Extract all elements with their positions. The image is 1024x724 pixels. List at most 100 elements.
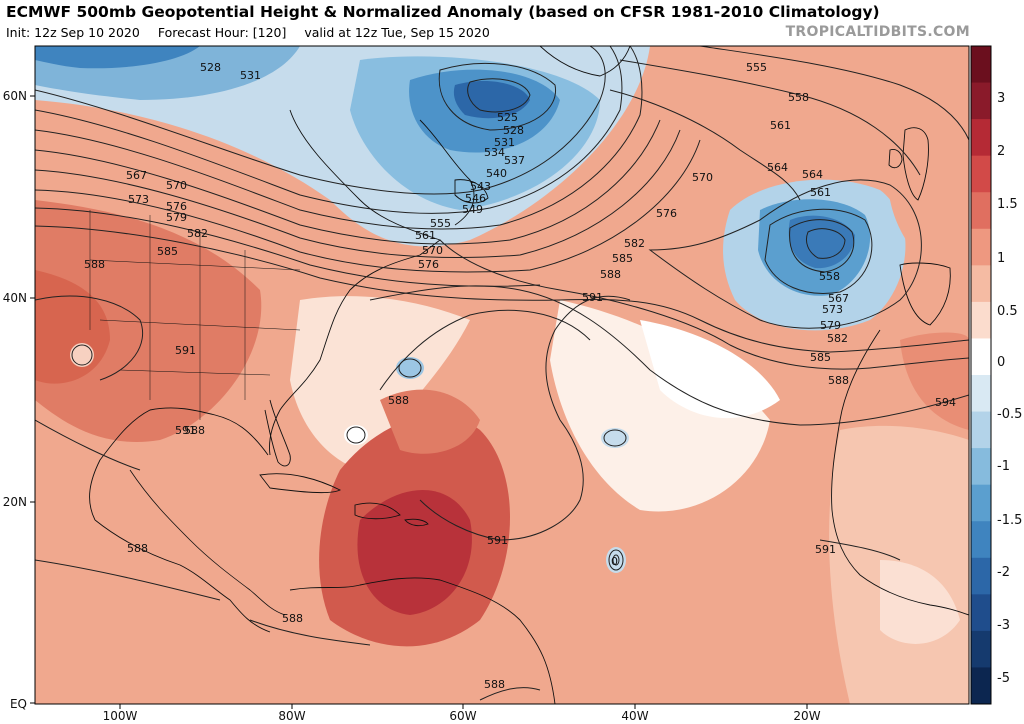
colorbar-segment [971, 228, 991, 266]
contour-label: 579 [820, 319, 841, 332]
colorbar [970, 45, 992, 705]
colorbar-label: 1 [997, 251, 1005, 266]
lat-tick-label: EQ [10, 697, 27, 711]
contour-label: 567 [828, 292, 849, 305]
colorbar-segment [971, 82, 991, 120]
map-field: 528 531 525 528 531 534 537 540 543 546 … [35, 46, 969, 704]
lon-tick-label: 100W [103, 709, 138, 723]
contour-label: 531 [240, 69, 261, 82]
colorbar-segment [971, 484, 991, 522]
contour-label: 576 [656, 207, 677, 220]
contour-label: 570 [166, 179, 187, 192]
contour-label: 573 [822, 303, 843, 316]
contour-label: 561 [770, 119, 791, 132]
height-contours [35, 46, 969, 701]
contour-label: 588 [484, 678, 505, 691]
contour-label: 528 [200, 61, 221, 74]
contour-label: 543 [470, 180, 491, 193]
colorbar-segment [971, 192, 991, 230]
contour-label: 555 [746, 61, 767, 74]
lon-tick-label: 60W [449, 709, 476, 723]
lat-tick-label: 40N [3, 291, 27, 305]
contour-label: 594 [935, 396, 956, 409]
contour-label: 531 [494, 136, 515, 149]
lat-tick-label: 20N [3, 495, 27, 509]
contour-label: 546 [465, 192, 486, 205]
contour-label: 537 [504, 154, 525, 167]
colorbar-segment [971, 265, 991, 303]
contour-label: 582 [827, 332, 848, 345]
colorbar-segment [971, 630, 991, 668]
colorbar-segment [971, 338, 991, 376]
contour-label: 561 [810, 186, 831, 199]
contour-label: 570 [692, 171, 713, 184]
contour-label: 564 [767, 161, 788, 174]
colorbar-segment [971, 375, 991, 413]
colorbar-segment [971, 667, 991, 705]
contour-label: 561 [415, 229, 436, 242]
contour-label: 585 [157, 245, 178, 258]
contour-label: 570 [422, 244, 443, 257]
colorbar-label: 1.5 [997, 197, 1018, 212]
longitude-axis: 100W 80W 60W 40W 20W [103, 704, 821, 723]
colorbar-label: 2 [997, 144, 1005, 159]
contour-label: 588 [828, 374, 849, 387]
lon-tick-label: 40W [621, 709, 648, 723]
colorbar-frame [970, 45, 992, 705]
contour-label: 591 [815, 543, 836, 556]
colorbar-segment [971, 411, 991, 449]
colorbar-label: -1.5 [997, 513, 1022, 528]
contour-label: 576 [418, 258, 439, 271]
map-frame [34, 45, 970, 705]
colorbar-label: -1 [997, 459, 1010, 474]
contour-label: 576 [166, 200, 187, 213]
colorbar-segment [971, 46, 991, 84]
contour-label: 564 [802, 168, 823, 181]
latitude-axis: 60N 40N 20N EQ [3, 89, 35, 711]
watermark: TROPICALTIDBITS.COM [785, 24, 970, 40]
forecast-hour: Forecast Hour: [120] [157, 25, 287, 40]
colorbar-label: -5 [997, 671, 1010, 686]
init-time: Init: 12z Sep 10 2020 [6, 25, 140, 40]
contour-label: 591 [175, 344, 196, 357]
contour-label: 585 [612, 252, 633, 265]
contour-label: 549 [462, 203, 483, 216]
contour-label: 540 [486, 167, 507, 180]
contour-label: 567 [126, 169, 147, 182]
contour-label: 588 [84, 258, 105, 271]
contour-label: 582 [624, 237, 645, 250]
map-subtitle: Init: 12z Sep 10 2020 Forecast Hour: [12… [6, 25, 504, 40]
colorbar-label: -2 [997, 565, 1010, 580]
colorbar-labels: 3 2 1.5 1 0.5 0 -0.5 -1 -1.5 -2 -3 -5 [997, 91, 1022, 686]
contour-label: 588 [282, 612, 303, 625]
contour-label: 588 [127, 542, 148, 555]
contour-label: 579 [166, 211, 187, 224]
contour-label: 558 [788, 91, 809, 104]
contour-label: 558 [819, 270, 840, 283]
contour-label: 534 [484, 146, 505, 159]
contour-label: 582 [187, 227, 208, 240]
colorbar-label: 0 [997, 355, 1005, 370]
contour-label: 588 [184, 424, 205, 437]
contour-label: 591 [487, 534, 508, 547]
colorbar-label: -3 [997, 618, 1010, 633]
contour-label: 591 [175, 424, 196, 437]
lon-tick-label: 20W [793, 709, 820, 723]
colorbar-segment [971, 521, 991, 559]
map-title: ECMWF 500mb Geopotential Height & Normal… [6, 3, 880, 21]
contour-label: 528 [503, 124, 524, 137]
colorbar-label: 3 [997, 91, 1005, 106]
colorbar-segment [971, 557, 991, 595]
contour-label: 525 [497, 111, 518, 124]
contour-label: 591 [582, 291, 603, 304]
coastlines [89, 46, 969, 704]
colorbar-segment [971, 119, 991, 157]
colorbar-segment [971, 594, 991, 632]
contour-label: 573 [128, 193, 149, 206]
contour-label: 585 [810, 351, 831, 364]
lon-tick-label: 80W [278, 709, 305, 723]
colorbar-segment [971, 448, 991, 486]
lat-tick-label: 60N [3, 89, 27, 103]
colorbar-segment [971, 301, 991, 339]
